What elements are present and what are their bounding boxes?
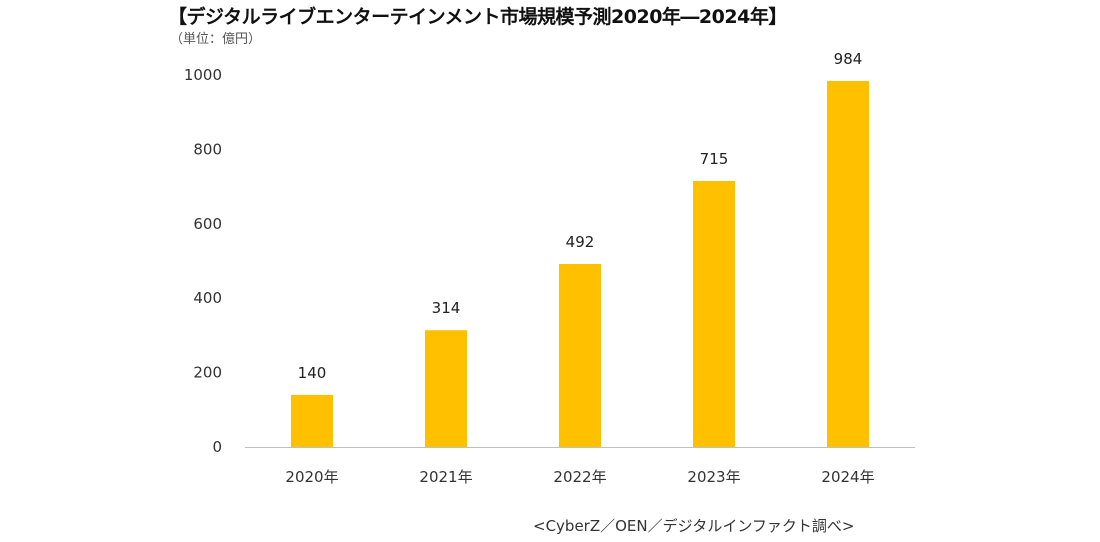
data-label: 984	[834, 50, 863, 68]
y-tick-label: 600	[193, 215, 222, 233]
data-label: 492	[566, 233, 595, 251]
bar-2021年	[425, 330, 467, 447]
y-tick-label: 0	[212, 438, 222, 456]
chart-unit-label: （単位：億円）	[170, 32, 262, 47]
y-tick-label: 400	[193, 289, 222, 307]
y-tick-label: 1000	[184, 66, 222, 84]
chart-title: 【デジタルライブエンターテインメント市場規模予測2020年―2024年】	[168, 6, 787, 28]
chart-source: <CyberZ／OEN／デジタルインファクト調べ>	[533, 517, 855, 535]
y-tick-label: 200	[193, 364, 222, 382]
data-label: 715	[700, 150, 729, 168]
bar-2020年	[291, 394, 333, 447]
bar-2023年	[693, 181, 735, 447]
x-tick-label: 2020年	[285, 468, 338, 486]
x-tick-label: 2021年	[419, 468, 472, 486]
x-tick-label: 2024年	[821, 468, 874, 486]
bar-2022年	[559, 263, 601, 447]
bar-2024年	[827, 80, 869, 448]
x-tick-label: 2022年	[553, 468, 606, 486]
x-tick-label: 2023年	[687, 468, 740, 486]
data-label: 314	[432, 299, 461, 317]
y-tick-label: 800	[193, 140, 222, 158]
data-label: 140	[298, 364, 327, 382]
